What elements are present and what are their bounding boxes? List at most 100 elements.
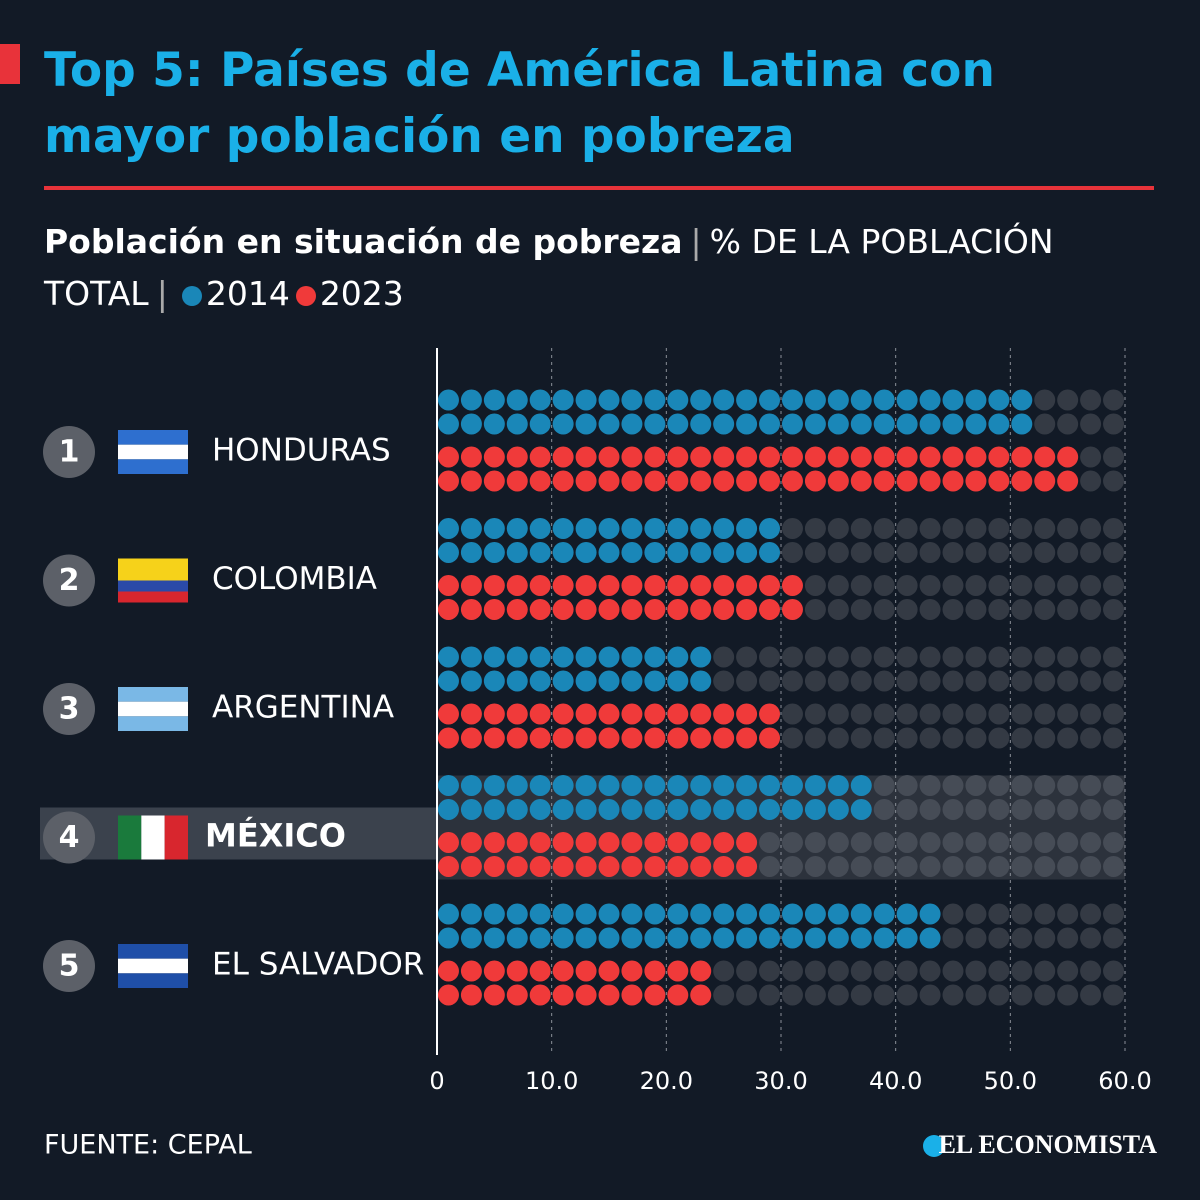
dot-bar [437, 960, 1125, 1006]
dot [1057, 646, 1079, 668]
dot [1080, 470, 1102, 492]
dot [713, 670, 735, 692]
dot [713, 799, 735, 820]
dot [1103, 703, 1125, 725]
x-tick-label: 40.0 [869, 1067, 922, 1095]
dot [552, 984, 574, 1006]
dot [1080, 727, 1102, 749]
dot [644, 727, 666, 749]
dot [736, 984, 758, 1006]
dot [644, 903, 666, 925]
source: FUENTE: CEPAL [44, 1130, 252, 1161]
dot [1034, 903, 1056, 925]
dot [873, 670, 895, 692]
dot [781, 960, 803, 982]
dot [965, 446, 987, 468]
dot [690, 775, 712, 796]
dot [759, 984, 781, 1006]
flag [118, 430, 188, 445]
dot [598, 984, 620, 1006]
dot [483, 775, 505, 796]
dot [804, 446, 826, 468]
dot [896, 646, 918, 668]
dot [667, 856, 689, 877]
dot [529, 775, 551, 796]
dot [1103, 542, 1125, 563]
flag [118, 716, 188, 731]
dot [873, 960, 895, 982]
dot [988, 542, 1010, 563]
dot [873, 599, 895, 620]
dot [850, 470, 872, 492]
dot [621, 413, 643, 435]
dot [759, 856, 781, 877]
dot [1080, 646, 1102, 668]
flag [118, 958, 188, 974]
dot [896, 927, 918, 949]
dot [1080, 670, 1102, 692]
dot [1080, 856, 1102, 877]
dot [644, 856, 666, 877]
dot [644, 703, 666, 725]
dot [1034, 575, 1056, 596]
dot [483, 646, 505, 668]
dot [483, 927, 505, 949]
dot [1011, 703, 1033, 725]
dot [598, 413, 620, 435]
dot [460, 575, 482, 596]
dot [529, 927, 551, 949]
dot [804, 960, 826, 982]
dot-bar [437, 775, 1125, 820]
dot [506, 927, 528, 949]
highlight-band [40, 807, 437, 860]
dot [552, 670, 574, 692]
dot [759, 599, 781, 620]
dot [1011, 446, 1033, 468]
dot [827, 518, 849, 539]
header: Top 5: Países de América Latina con mayo… [44, 38, 1154, 320]
dot [896, 727, 918, 749]
rank-badge [43, 554, 95, 607]
rank: 1 [59, 435, 80, 470]
flag [118, 815, 142, 860]
dot [965, 670, 987, 692]
dot [827, 799, 849, 820]
category-label: EL SALVADOR [212, 947, 424, 983]
dot [644, 413, 666, 435]
dot [919, 470, 941, 492]
dot [942, 775, 964, 796]
dot [667, 389, 689, 411]
dot [529, 670, 551, 692]
dot [690, 856, 712, 877]
dot [621, 599, 643, 620]
dot [529, 413, 551, 435]
dot [575, 670, 597, 692]
dot [529, 960, 551, 982]
flag [118, 944, 188, 959]
dot [781, 670, 803, 692]
dot [483, 518, 505, 539]
dot [781, 446, 803, 468]
dot [827, 575, 849, 596]
dot [942, 703, 964, 725]
dot [850, 703, 872, 725]
category-label: HONDURAS [212, 433, 391, 469]
dot [713, 599, 735, 620]
dot [896, 542, 918, 563]
dot [1034, 984, 1056, 1006]
chart-title: Top 5: Países de América Latina con mayo… [44, 43, 995, 164]
dot [1057, 927, 1079, 949]
dot [873, 703, 895, 725]
dot [598, 856, 620, 877]
dot [988, 903, 1010, 925]
rank-badge [43, 683, 95, 735]
dot [781, 470, 803, 492]
dot [667, 670, 689, 692]
dot [850, 927, 872, 949]
dot [759, 832, 781, 853]
dot [621, 856, 643, 877]
dot [1080, 703, 1102, 725]
dot [575, 518, 597, 539]
dot [1103, 599, 1125, 620]
dot [529, 856, 551, 877]
